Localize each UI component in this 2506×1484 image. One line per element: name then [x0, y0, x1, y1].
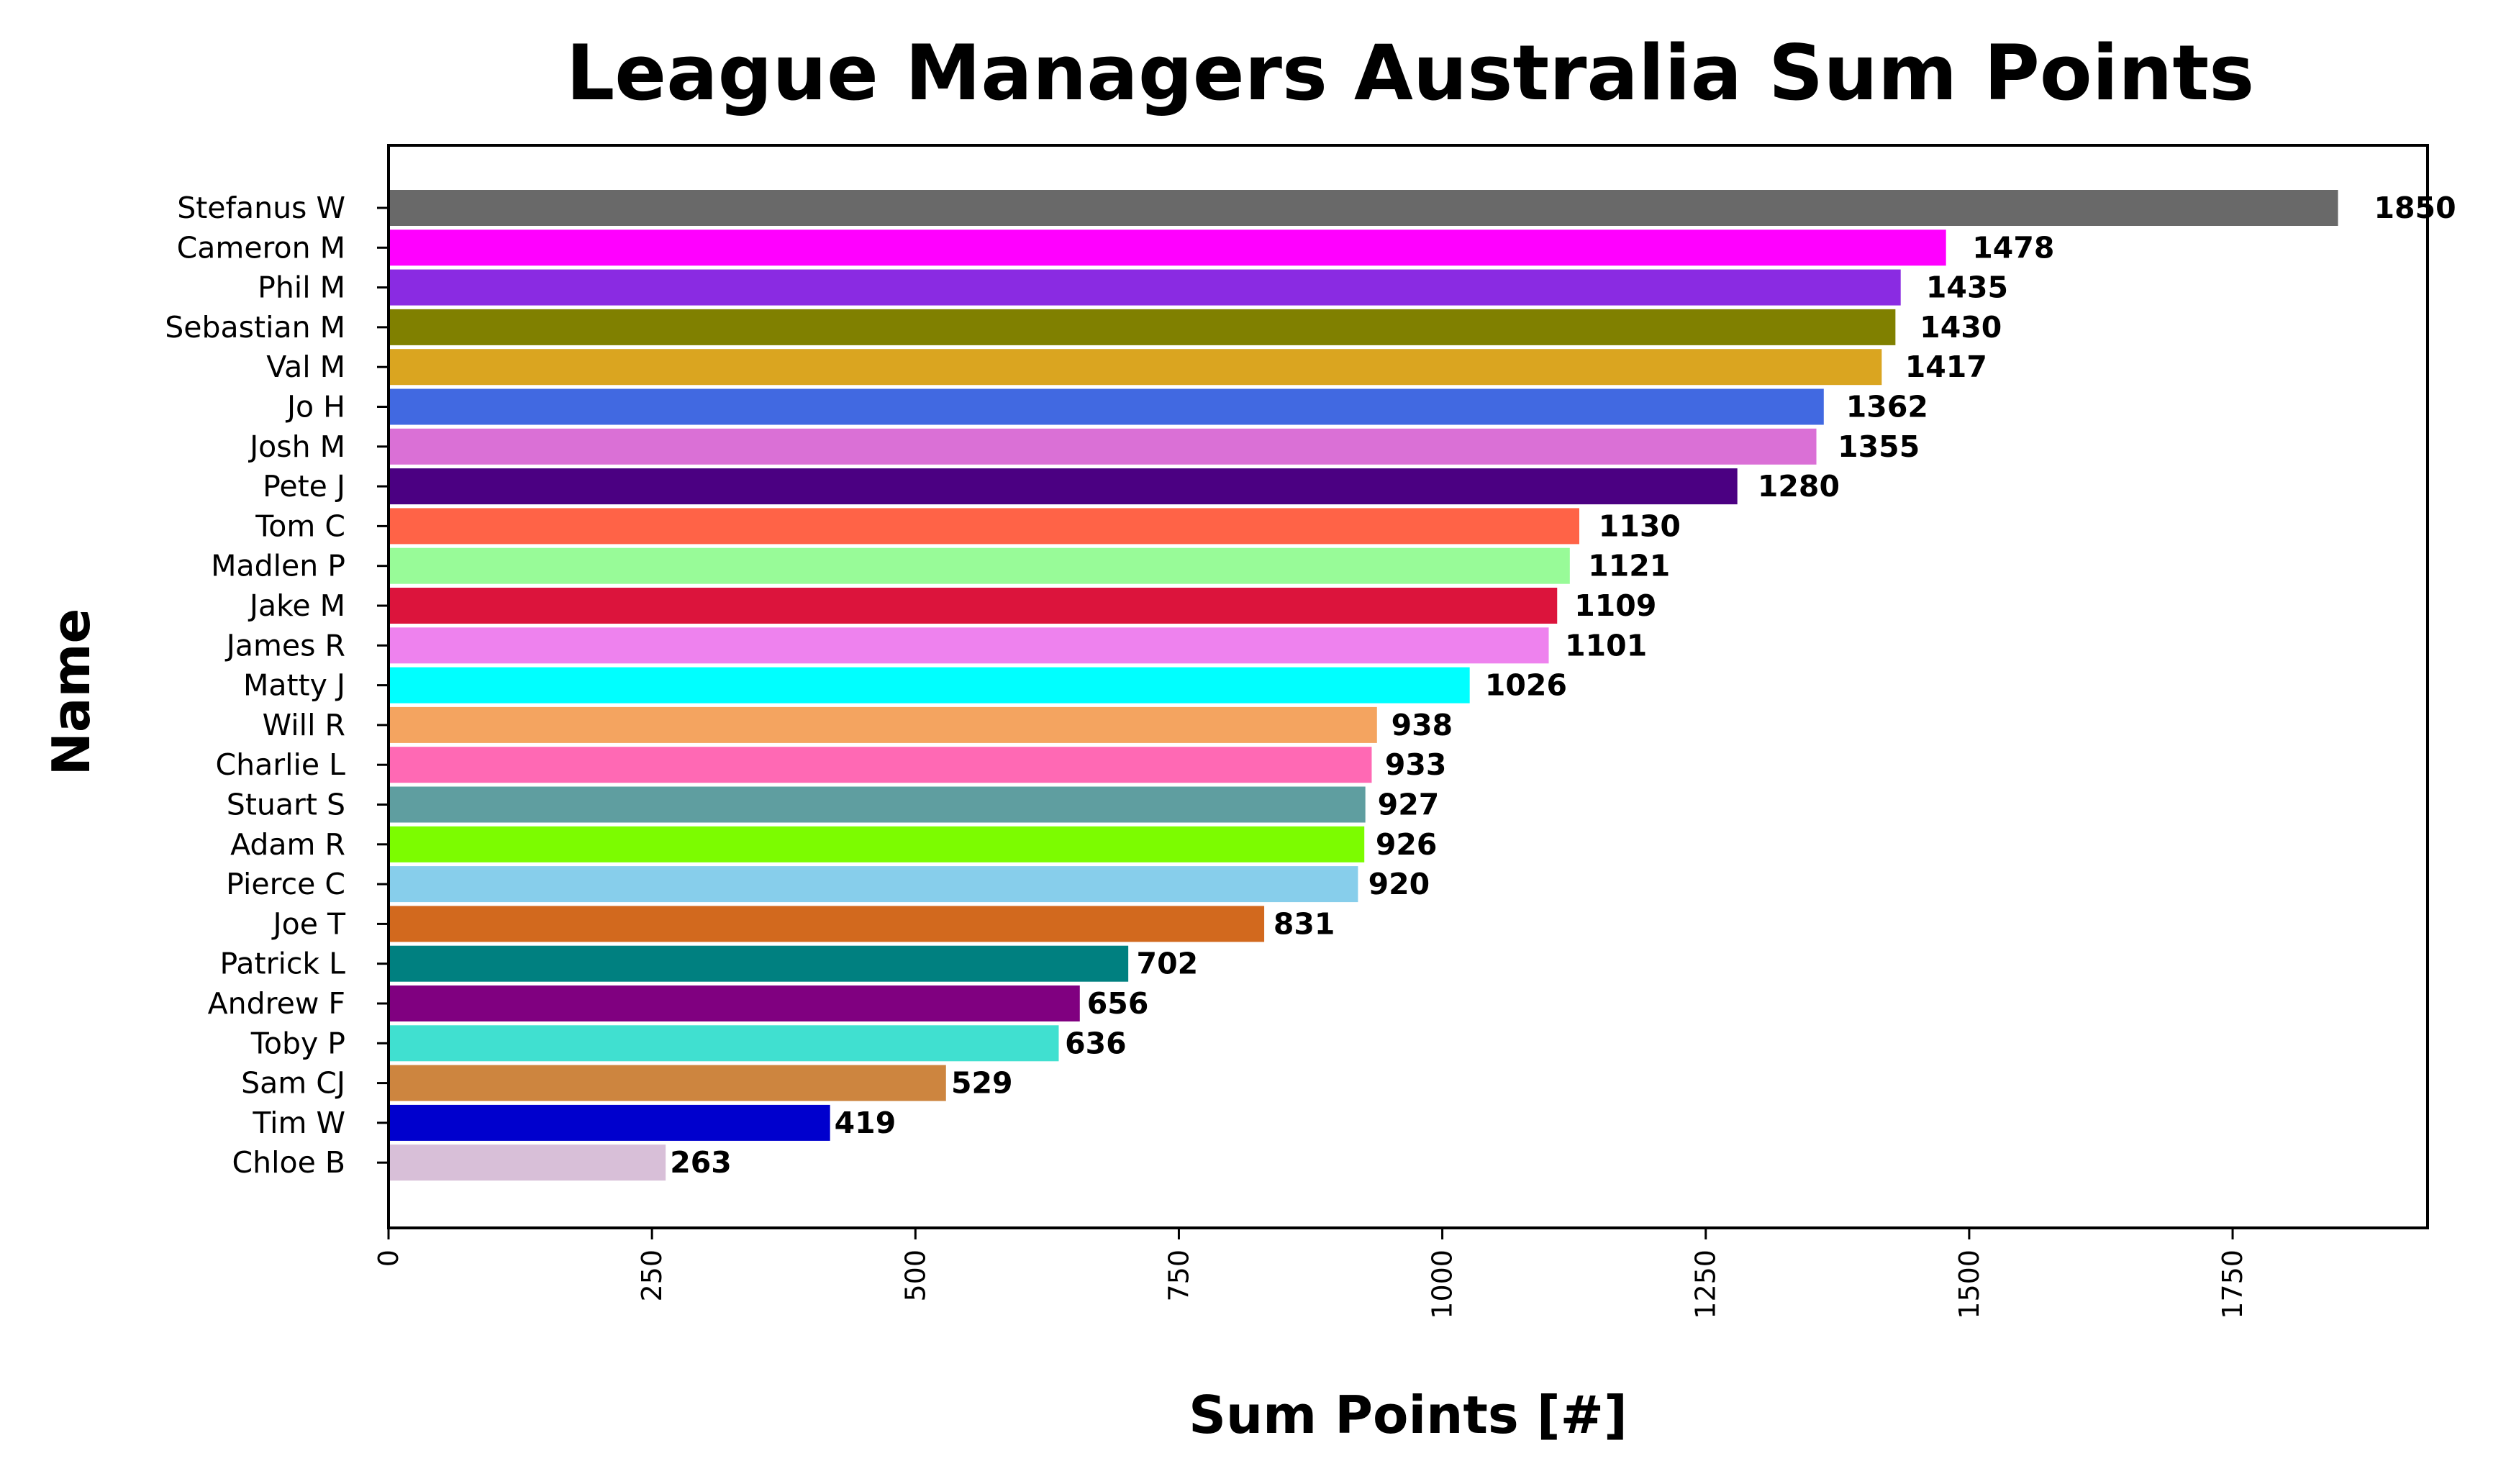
- y-axis: Stefanus W Cameron M Phil M Sebastian M Val …: [165, 191, 389, 1180]
- bar-patrick-l: [389, 945, 1129, 982]
- x-tick-label-1250: 1250: [1690, 1249, 1722, 1319]
- value-label-andrew-f: 656: [1087, 986, 1149, 1021]
- value-label-josh-m: 1355: [1838, 429, 1920, 464]
- y-tick-label-toby-p: Toby P: [250, 1026, 345, 1060]
- bar-tom-c: [389, 508, 1579, 545]
- value-label-sebastian-m: 1430: [1920, 310, 2002, 345]
- x-tick-label-1000: 1000: [1427, 1249, 1458, 1319]
- bar-james-r: [389, 627, 1549, 664]
- x-tick-label-1750: 1750: [2217, 1249, 2248, 1319]
- value-label-will-r: 938: [1392, 708, 1453, 742]
- y-tick-label-josh-m: Josh M: [248, 429, 345, 464]
- bar-sam-cj: [389, 1065, 946, 1101]
- y-tick-label-chloe-b: Chloe B: [232, 1145, 345, 1180]
- y-tick-label-stefanus-w: Stefanus W: [177, 191, 345, 225]
- y-tick-label-andrew-f: Andrew F: [208, 986, 345, 1021]
- y-tick-label-jo-h: Jo H: [285, 390, 345, 424]
- value-label-tom-c: 1130: [1599, 509, 1681, 543]
- x-tick-label-1500: 1500: [1953, 1249, 1985, 1319]
- bar-toby-p: [389, 1025, 1059, 1062]
- value-label-cameron-m: 1478: [1972, 230, 2054, 265]
- bar-adam-r: [389, 826, 1365, 862]
- y-tick-label-val-m: Val M: [266, 350, 345, 384]
- bar-chloe-b: [389, 1144, 666, 1181]
- bars-layer: [389, 190, 2338, 1181]
- y-tick-label-adam-r: Adam R: [230, 827, 345, 862]
- y-tick-label-phil-m: Phil M: [258, 270, 345, 305]
- bar-jake-m: [389, 588, 1558, 624]
- value-label-stefanus-w: 1850: [2374, 191, 2456, 225]
- bar-tim-w: [389, 1104, 830, 1141]
- x-tick-label-0: 0: [373, 1249, 404, 1267]
- y-tick-label-patrick-l: Patrick L: [220, 947, 346, 981]
- y-tick-label-cameron-m: Cameron M: [177, 230, 345, 265]
- value-labels-layer: 1850 1478 1435 1430 1417 1362 1355 1280 1130 1121…: [670, 191, 2456, 1180]
- y-tick-label-matty-j: Matty J: [243, 668, 345, 703]
- value-label-pierce-c: 920: [1368, 867, 1430, 901]
- value-label-matty-j: 1026: [1485, 668, 1567, 703]
- value-label-stuart-s: 927: [1378, 788, 1440, 822]
- y-tick-label-james-r: James R: [224, 628, 345, 663]
- y-tick-label-stuart-s: Stuart S: [227, 788, 345, 822]
- y-tick-label-pierce-c: Pierce C: [226, 867, 345, 901]
- value-label-patrick-l: 702: [1137, 947, 1199, 981]
- value-label-james-r: 1101: [1565, 628, 1647, 663]
- bar-phil-m: [389, 269, 1901, 306]
- value-label-jake-m: 1109: [1574, 588, 1656, 623]
- bar-madlen-p: [389, 547, 1570, 584]
- bar-sebastian-m: [389, 309, 1896, 345]
- y-tick-label-tom-c: Tom C: [255, 509, 345, 543]
- value-label-charlie-l: 933: [1385, 747, 1447, 782]
- value-label-toby-p: 636: [1065, 1026, 1127, 1060]
- y-tick-label-madlen-p: Madlen P: [211, 549, 345, 583]
- chart-title: League Managers Australia Sum Points: [566, 29, 2255, 117]
- x-axis-label: Sum Points [#]: [1189, 1385, 1627, 1445]
- value-label-sam-cj: 529: [951, 1066, 1013, 1101]
- bar-will-r: [389, 706, 1377, 743]
- x-axis: 0 250 500 750 1000 1250 1500 1750: [373, 1228, 2248, 1319]
- value-label-phil-m: 1435: [1926, 270, 2008, 305]
- x-tick-label-250: 250: [636, 1249, 668, 1302]
- y-tick-label-will-r: Will R: [263, 708, 345, 742]
- y-tick-label-pete-j: Pete J: [263, 469, 345, 504]
- bar-joe-t: [389, 906, 1265, 942]
- bar-pierce-c: [389, 866, 1358, 903]
- bar-matty-j: [389, 667, 1470, 704]
- bar-stuart-s: [389, 786, 1366, 823]
- value-label-adam-r: 926: [1376, 827, 1438, 862]
- value-label-joe-t: 831: [1274, 906, 1335, 941]
- y-tick-label-joe-t: Joe T: [271, 906, 346, 941]
- bar-val-m: [389, 349, 1882, 386]
- value-label-jo-h: 1362: [1846, 390, 1928, 424]
- value-label-val-m: 1417: [1905, 350, 1987, 384]
- value-label-tim-w: 419: [835, 1106, 896, 1140]
- y-tick-label-sebastian-m: Sebastian M: [165, 310, 345, 345]
- y-tick-label-tim-w: Tim W: [252, 1106, 345, 1140]
- y-axis-label: Name: [41, 609, 101, 776]
- bar-charlie-l: [389, 747, 1372, 783]
- value-label-pete-j: 1280: [1758, 469, 1840, 504]
- y-tick-label-charlie-l: Charlie L: [216, 747, 346, 782]
- value-label-chloe-b: 263: [670, 1145, 732, 1180]
- x-tick-label-750: 750: [1163, 1249, 1194, 1302]
- y-tick-label-sam-cj: Sam CJ: [241, 1066, 345, 1101]
- value-label-madlen-p: 1121: [1588, 549, 1670, 583]
- bar-stefanus-w: [389, 190, 2338, 226]
- bar-josh-m: [389, 428, 1817, 465]
- y-tick-label-jake-m: Jake M: [248, 588, 345, 623]
- bar-jo-h: [389, 388, 1824, 425]
- x-tick-label-500: 500: [899, 1249, 931, 1302]
- bar-andrew-f: [389, 985, 1080, 1021]
- bar-cameron-m: [389, 229, 1946, 266]
- bar-pete-j: [389, 468, 1738, 505]
- plot-frame: [387, 144, 2429, 1229]
